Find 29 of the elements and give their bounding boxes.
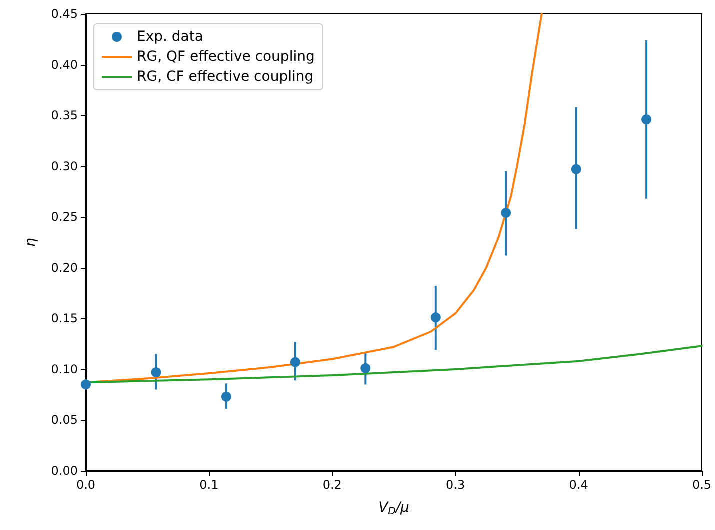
x-tick-label: 0.4 bbox=[569, 478, 588, 492]
y-tick-label: 0.00 bbox=[51, 464, 78, 478]
x-tick-label: 0.3 bbox=[446, 478, 466, 492]
point bbox=[290, 357, 300, 368]
y-tick-label: 0.25 bbox=[51, 210, 78, 224]
y-tick-label: 0.35 bbox=[51, 108, 78, 123]
y-tick-label: 0.45 bbox=[51, 7, 78, 21]
point bbox=[501, 208, 512, 218]
y-tick-label: 0.10 bbox=[51, 362, 78, 376]
legend-label: Exp. data bbox=[137, 29, 204, 45]
legend-label: RG, QF effective coupling bbox=[137, 49, 315, 65]
x-tick-label: 0.5 bbox=[692, 478, 712, 492]
y-tick-label: 0.05 bbox=[51, 413, 78, 428]
legend-label: RG, CF effective coupling bbox=[137, 69, 314, 85]
x-tick-label: 0.1 bbox=[200, 478, 219, 492]
point bbox=[81, 380, 91, 390]
point bbox=[151, 367, 162, 378]
x-tick-label: 0.0 bbox=[76, 478, 96, 492]
y-tick-label: 0.30 bbox=[51, 159, 78, 174]
y-tick-label: 0.20 bbox=[51, 260, 78, 275]
point bbox=[360, 363, 371, 374]
point bbox=[430, 312, 441, 323]
y-axis-title: η bbox=[23, 238, 39, 247]
point bbox=[221, 392, 232, 402]
y-tick-label: 0.15 bbox=[51, 312, 78, 326]
point bbox=[642, 114, 652, 125]
x-tick-label: 0.2 bbox=[322, 478, 342, 492]
point bbox=[571, 164, 582, 174]
y-tick-label: 0.40 bbox=[51, 58, 78, 72]
